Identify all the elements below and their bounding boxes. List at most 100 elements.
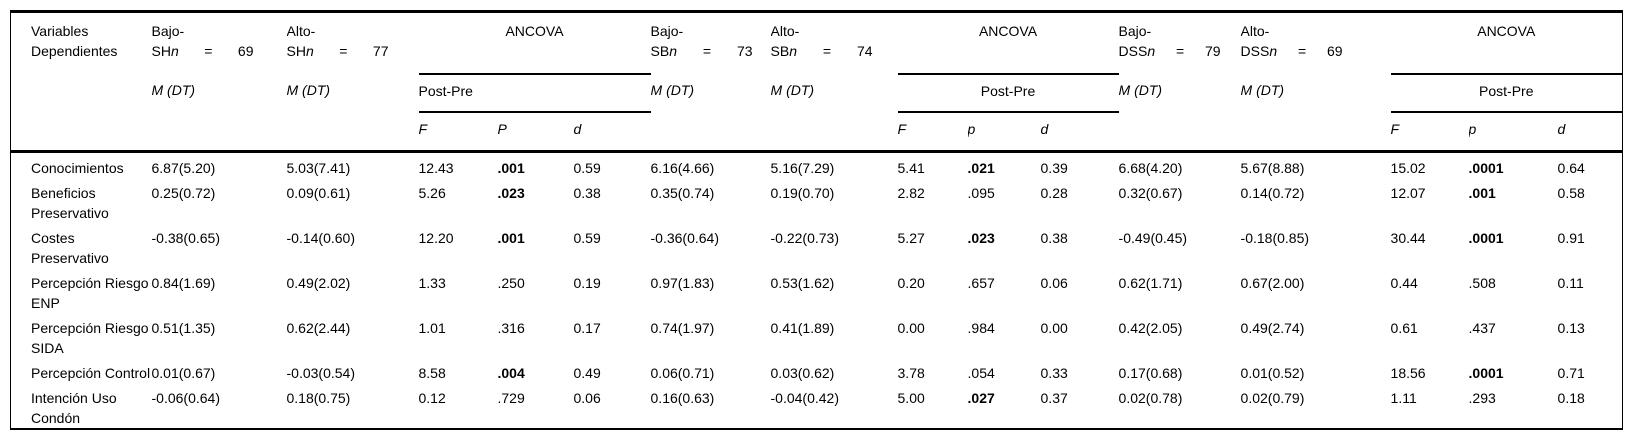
table-cell: .004 (497, 365, 525, 381)
table-cell: 0.16(0.63) (650, 390, 715, 406)
header-variables-line2: Dependientes (31, 43, 118, 59)
header-mdt-bajo-sb: M (DT) (650, 82, 695, 98)
table-cell: 0.91 (1557, 230, 1585, 246)
table-cell: 0.06 (573, 390, 601, 406)
header-empty (650, 112, 771, 153)
table-cell: .001 (497, 230, 525, 246)
table-cell: 0.38 (573, 185, 601, 201)
table-cell: 1.11 (1390, 390, 1417, 406)
row-label: Beneficios Preservativo (31, 185, 109, 221)
header-bajo-sh-line1: Bajo- (151, 23, 185, 39)
header-bajo-sb-line1: Bajo- (650, 23, 684, 39)
table-cell: .984 (967, 320, 995, 336)
table-cell: 12.07 (1390, 185, 1426, 201)
table-body: Conocimientos 6.87(5.20) 5.03(7.41) 12.43 .0… (11, 152, 1623, 430)
table-cell: 0.49 (573, 365, 601, 381)
table-cell: 5.26 (418, 185, 446, 201)
table-cell: -0.38(0.65) (151, 230, 220, 246)
table-cell: -0.18(0.85) (1240, 230, 1310, 246)
table-cell: 0.59 (573, 160, 601, 176)
header-postpre-3: Post-Pre (1390, 74, 1623, 113)
table-cell: 0.12 (418, 390, 446, 406)
header-f-3: F (1390, 112, 1469, 153)
header-bajo-dss-n: DSSn = 79 (1118, 43, 1221, 59)
table-row: Intención Uso Condón -0.06(0.64) 0.18(0.75… (11, 383, 1623, 429)
table-cell: 0.62(2.44) (286, 320, 351, 336)
table-cell: 12.43 (418, 160, 454, 176)
header-alto-sh-line1: Alto- (286, 23, 316, 39)
table-cell: 0.84(1.69) (151, 275, 216, 291)
header-postpre-1: Post-Pre (418, 74, 651, 113)
table-cell: 18.56 (1390, 365, 1426, 381)
header-mdt-alto-sh: M (DT) (286, 82, 331, 98)
table-cell: 0.02(0.78) (1118, 390, 1183, 406)
table-cell: 0.32(0.67) (1118, 185, 1183, 201)
header-d-1: d (573, 112, 651, 153)
table-cell: 0.14(0.72) (1240, 185, 1305, 201)
table-cell: 0.19(0.70) (770, 185, 835, 201)
header-mdt-bajo-dss: M (DT) (1118, 82, 1163, 98)
table-cell: 0.61 (1390, 320, 1418, 336)
header-variables-line1: Variables (31, 23, 89, 39)
table-cell: .657 (967, 275, 995, 291)
header-alto-dss-line1: Alto- (1240, 23, 1270, 39)
header-ancova-2: ANCOVA (897, 11, 1119, 75)
table-cell: .095 (967, 185, 995, 201)
header-mdt-bajo-sh: M (DT) (151, 82, 196, 98)
header-alto-sb-line1: Alto- (770, 23, 800, 39)
table-cell: 0.49(2.02) (286, 275, 351, 291)
header-postpre-2: Post-Pre (897, 74, 1119, 113)
table-cell: 0.39 (1040, 160, 1068, 176)
table-cell: 1.01 (418, 320, 446, 336)
table-cell: 0.44 (1390, 275, 1418, 291)
table-cell: -0.03(0.54) (286, 365, 355, 381)
table-cell: .001 (1468, 185, 1496, 201)
header-bajo-sh-n: SHn = 69 (151, 43, 254, 59)
table-cell: 0.18(0.75) (286, 390, 351, 406)
table-row: Costes Preservativo -0.38(0.65) -0.14(0.60… (11, 223, 1623, 268)
table-cell: 5.41 (897, 160, 925, 176)
table-cell: 0.25(0.72) (151, 185, 216, 201)
table-cell: 0.97(1.83) (650, 275, 715, 291)
table-cell: 0.17 (573, 320, 601, 336)
table-cell: 0.37 (1040, 390, 1068, 406)
table-cell: 8.58 (418, 365, 446, 381)
table-cell: 3.78 (897, 365, 925, 381)
table-cell: 0.11 (1557, 275, 1584, 291)
header-p-3: p (1468, 112, 1558, 153)
table-cell: .054 (967, 365, 995, 381)
table-cell: 0.17(0.68) (1118, 365, 1183, 381)
table-cell: 1.33 (418, 275, 446, 291)
table-cell: 0.01(0.52) (1240, 365, 1305, 381)
header-f-1: F (418, 112, 498, 153)
table-row: Percepción Control 0.01(0.67) -0.03(0.54) 8… (11, 358, 1623, 383)
header-empty (151, 112, 287, 153)
header-alto-dss-n: DSSn = 69 (1240, 43, 1343, 59)
header-mdt-alto-sb: M (DT) (770, 82, 815, 98)
table-cell: 0.00 (1040, 320, 1068, 336)
table-cell: 5.00 (897, 390, 925, 406)
header-bajo-dss-line1: Bajo- (1118, 23, 1152, 39)
header-bajo-sb-n: SBn = 73 (650, 43, 753, 59)
header-ancova-1: ANCOVA (418, 11, 651, 75)
table-cell: 0.20 (897, 275, 925, 291)
table-cell: 0.09(0.61) (286, 185, 351, 201)
table-cell: 0.59 (573, 230, 601, 246)
header-empty (1240, 112, 1391, 153)
table-cell: 0.00 (897, 320, 925, 336)
table-cell: 0.13 (1557, 320, 1585, 336)
row-label: Percepción Control (31, 365, 151, 381)
header-f-2: F (897, 112, 968, 153)
row-label: Intención Uso Condón (31, 390, 117, 426)
table-header: Variables Dependientes Bajo- SHn = 69 Alto… (10, 11, 1623, 153)
header-row-stats: F P d F p d F p d (11, 112, 1623, 153)
table-cell: 0.38 (1040, 230, 1068, 246)
header-empty (1118, 112, 1241, 153)
table-cell: 5.03(7.41) (286, 160, 351, 176)
table-cell: 0.35(0.74) (650, 185, 715, 201)
row-label: Percepción Riesgo ENP (31, 275, 149, 311)
table-cell: 0.42(2.05) (1118, 320, 1183, 336)
table-cell: .729 (497, 390, 525, 406)
header-variables-dependientes: Variables Dependientes (10, 11, 152, 153)
table-cell: .001 (497, 160, 525, 176)
